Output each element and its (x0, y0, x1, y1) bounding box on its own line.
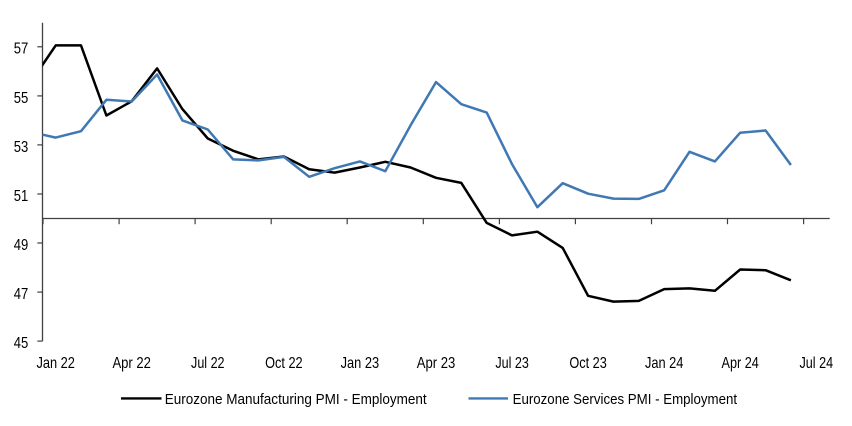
svg-text:Eurozone Manufacturing PMI - E: Eurozone Manufacturing PMI - Employment (165, 391, 428, 408)
svg-text:47: 47 (14, 286, 29, 303)
svg-text:Apr 24: Apr 24 (722, 355, 759, 372)
svg-text:Eurozone Services PMI - Employ: Eurozone Services PMI - Employment (513, 391, 738, 408)
svg-text:Jul 23: Jul 23 (495, 355, 529, 372)
svg-text:Apr 23: Apr 23 (417, 355, 456, 372)
svg-text:Jul 22: Jul 22 (191, 355, 225, 372)
svg-text:Jan 22: Jan 22 (36, 355, 75, 372)
svg-text:Jul 24: Jul 24 (800, 355, 834, 372)
svg-text:Oct 22: Oct 22 (265, 355, 303, 372)
svg-text:Apr 22: Apr 22 (112, 355, 151, 372)
svg-text:Jan 23: Jan 23 (341, 355, 380, 372)
svg-text:57: 57 (14, 41, 29, 58)
svg-text:49: 49 (14, 237, 29, 254)
svg-text:Jan 24: Jan 24 (645, 355, 684, 372)
svg-text:53: 53 (14, 139, 29, 156)
svg-text:Oct 23: Oct 23 (569, 355, 607, 372)
svg-text:51: 51 (14, 188, 29, 205)
svg-text:45: 45 (14, 335, 29, 352)
svg-text:55: 55 (14, 90, 29, 107)
